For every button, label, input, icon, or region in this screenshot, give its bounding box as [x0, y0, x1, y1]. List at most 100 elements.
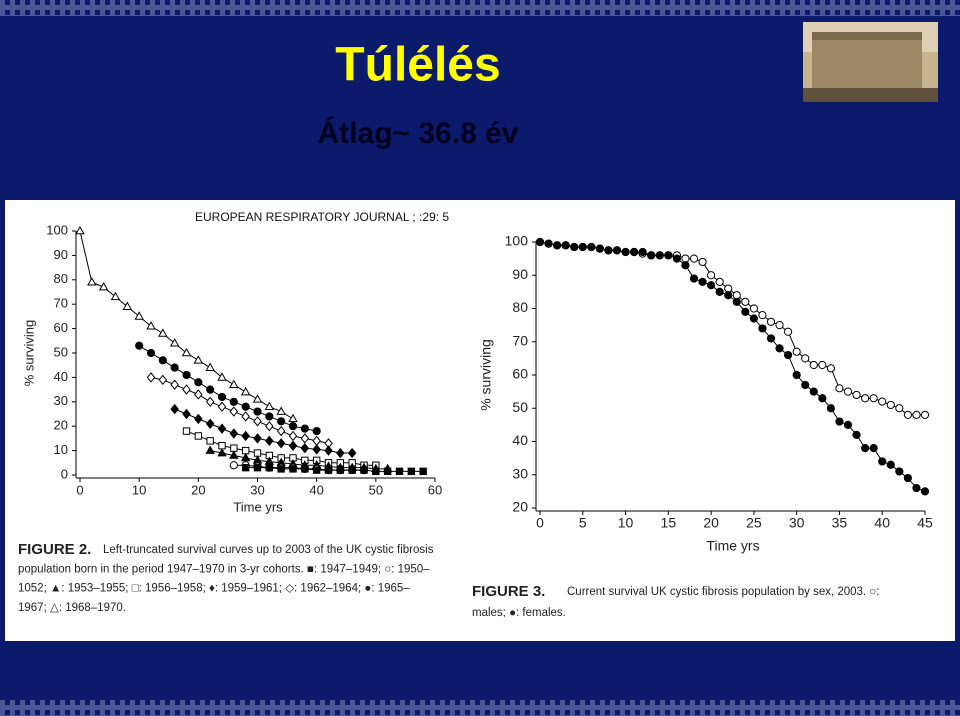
- y-tick-label: 70: [512, 332, 528, 348]
- marker: [253, 463, 262, 472]
- marker: [766, 334, 776, 343]
- marker: [570, 242, 579, 252]
- marker: [360, 466, 368, 474]
- marker: [886, 460, 895, 469]
- marker: [194, 413, 203, 425]
- marker: [289, 465, 297, 473]
- x-tick-label: 50: [369, 482, 383, 497]
- marker: [843, 387, 853, 396]
- series-line: [150, 376, 329, 444]
- marker: [146, 321, 156, 330]
- marker: [135, 341, 144, 350]
- marker: [758, 324, 767, 333]
- y-tick-label: 10: [54, 442, 68, 457]
- caption-label: FIGURE 3.: [472, 583, 545, 600]
- border-top: [0, 0, 960, 16]
- marker: [277, 465, 285, 473]
- marker: [732, 291, 741, 300]
- marker: [300, 433, 310, 444]
- marker: [852, 430, 861, 439]
- marker: [826, 404, 835, 413]
- x-tick-label: 25: [746, 515, 762, 531]
- marker: [724, 291, 733, 300]
- marker: [775, 344, 784, 353]
- x-tick-label: 15: [661, 515, 677, 531]
- caption-label: FIGURE 2.: [18, 541, 91, 558]
- marker: [217, 401, 227, 412]
- marker: [869, 394, 878, 403]
- series-line: [245, 467, 424, 472]
- marker: [561, 241, 570, 250]
- marker: [741, 307, 750, 316]
- marker: [395, 467, 404, 476]
- x-tick-label: 40: [309, 482, 323, 497]
- marker: [336, 447, 345, 459]
- marker: [253, 433, 262, 444]
- marker: [878, 457, 887, 466]
- marker: [630, 247, 639, 257]
- marker: [300, 442, 310, 454]
- marker: [604, 246, 613, 255]
- marker: [801, 380, 810, 390]
- marker: [595, 244, 604, 253]
- marker: [749, 304, 758, 313]
- marker: [229, 428, 239, 439]
- marker: [741, 297, 750, 306]
- marker: [647, 251, 656, 260]
- marker: [110, 291, 121, 301]
- marker: [861, 444, 870, 453]
- marker: [766, 317, 776, 326]
- marker: [181, 347, 192, 357]
- marker: [240, 452, 251, 462]
- marker: [724, 284, 733, 293]
- marker: [681, 254, 690, 263]
- y-tick-label: 20: [512, 499, 528, 515]
- marker: [206, 437, 214, 445]
- slide-title: Túlélés: [335, 39, 500, 92]
- marker: [835, 417, 844, 426]
- marker: [758, 311, 767, 320]
- x-axis-title: Time yrs: [706, 538, 759, 554]
- marker: [383, 467, 392, 476]
- marker: [229, 406, 239, 417]
- x-tick-label: 0: [536, 515, 544, 531]
- y-axis-title: % surviving: [21, 320, 36, 386]
- marker: [835, 384, 844, 393]
- series-line: [138, 345, 317, 432]
- marker: [407, 467, 416, 476]
- x-tick-label: 35: [832, 515, 848, 531]
- marker: [587, 242, 596, 252]
- marker: [336, 466, 345, 474]
- x-tick-label: 10: [618, 515, 634, 531]
- marker: [535, 237, 545, 247]
- marker: [75, 225, 85, 235]
- y-tick-label: 20: [54, 418, 68, 433]
- y-tick-label: 100: [505, 233, 529, 249]
- x-tick-label: 20: [191, 482, 205, 497]
- marker: [170, 363, 179, 372]
- marker: [895, 404, 904, 413]
- y-tick-label: 30: [54, 393, 68, 408]
- marker: [689, 274, 699, 283]
- marker: [312, 466, 321, 474]
- marker: [749, 314, 758, 323]
- marker: [895, 467, 904, 476]
- marker: [265, 421, 274, 432]
- marker: [276, 438, 286, 449]
- marker: [809, 360, 818, 370]
- marker: [784, 327, 793, 336]
- marker: [348, 466, 356, 474]
- marker: [801, 354, 810, 363]
- marker: [300, 424, 309, 433]
- marker: [288, 413, 298, 423]
- marker: [217, 423, 227, 434]
- marker: [158, 374, 168, 386]
- marker: [193, 355, 204, 364]
- marker: [707, 271, 716, 280]
- marker: [229, 379, 239, 389]
- caption-line: Left-truncated survival curves up to 200…: [103, 544, 434, 556]
- caption-line: 1052; ▲: 1953–1955; □: 1956–1958; ♦: 195…: [18, 583, 410, 595]
- marker: [301, 465, 309, 473]
- y-tick-label: 80: [512, 299, 528, 315]
